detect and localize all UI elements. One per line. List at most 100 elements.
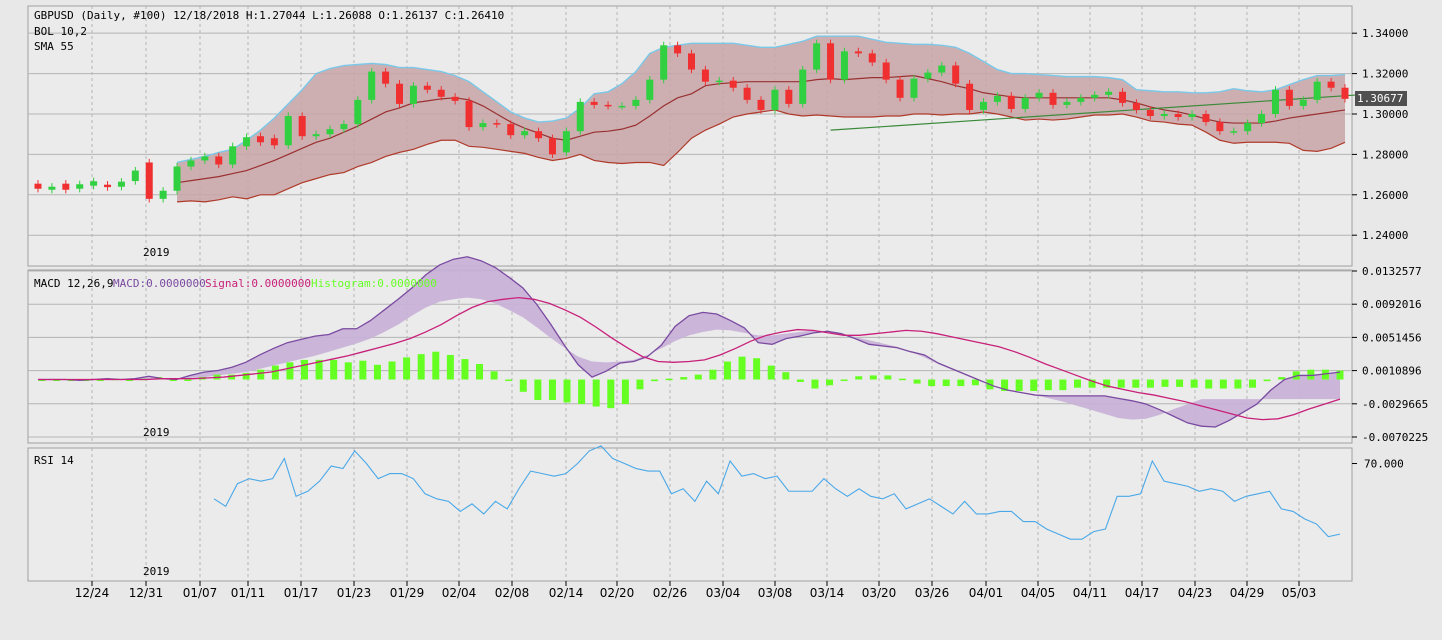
candle-body [1341, 87, 1349, 99]
rsi-panel: 70.000 [27, 445, 1404, 582]
macd-label: MACD 12,26,9 [34, 277, 113, 290]
date-tick-label: 01/29 [390, 586, 425, 600]
candle-body [117, 181, 125, 187]
date-tick-label: 01/07 [183, 586, 218, 600]
candle-body [90, 181, 98, 186]
price-tick-label: 1.30000 [1362, 108, 1408, 121]
macd-tick-label: -0.0070225 [1362, 431, 1428, 444]
histogram-bar [417, 354, 425, 380]
candle-body [827, 43, 835, 80]
histogram-bar [607, 379, 615, 409]
bollinger-band-fill [177, 36, 1345, 202]
histogram-bar [1073, 379, 1081, 388]
date-tick-label: 01/17 [284, 586, 319, 600]
candle-body [215, 156, 223, 165]
candle-body [952, 65, 960, 84]
histogram-bar [1015, 379, 1023, 391]
candle-body [145, 162, 153, 199]
histogram-bar [680, 377, 688, 380]
histogram-bar [548, 379, 556, 400]
histogram-bar [519, 379, 527, 392]
candle-body [396, 83, 404, 104]
candle-body [48, 186, 56, 190]
candle-body [688, 53, 695, 70]
rsi-label: RSI 14 [34, 454, 74, 467]
candle-body [173, 166, 181, 191]
histogram-bar [1103, 379, 1111, 388]
candle-body [882, 62, 890, 80]
date-tick-label: 02/04 [442, 586, 477, 600]
date-tick-label: 04/23 [1178, 586, 1213, 600]
macd-tick-label: 0.0051456 [1362, 331, 1422, 344]
date-tick-label: 01/23 [337, 586, 372, 600]
histogram-bar [534, 379, 542, 400]
candle-body [674, 45, 682, 54]
candle-body [1313, 81, 1321, 100]
histogram-bar [1219, 379, 1227, 389]
histogram-bar [53, 379, 61, 382]
histogram-bar [592, 379, 600, 407]
candle-body [284, 116, 292, 146]
date-tick-label: 04/01 [969, 586, 1004, 600]
candle-body [1146, 109, 1154, 117]
candle-body [1271, 89, 1279, 114]
candle-body [1216, 122, 1224, 132]
macd-tick-label: 0.0010896 [1362, 365, 1422, 378]
date-tick-label: 03/26 [915, 586, 950, 600]
candle-body [646, 79, 654, 100]
histogram-bar [315, 359, 323, 380]
histogram-bar [971, 379, 979, 386]
candle-body [270, 138, 278, 146]
candle-body [409, 85, 417, 104]
candle-body [159, 190, 167, 199]
candle-body [1132, 102, 1140, 110]
candle-body [1230, 131, 1238, 133]
histogram-bar [767, 365, 775, 380]
candle-body [368, 71, 376, 100]
histogram-bar [1059, 379, 1067, 391]
candle-body [507, 124, 515, 136]
candle-body [618, 105, 626, 108]
histogram-bar [257, 369, 265, 380]
bollinger-label: BOL 10,2 [34, 25, 87, 38]
macd-tick-label: 0.0092016 [1362, 298, 1422, 311]
histogram-bar [723, 361, 731, 380]
candle-body [715, 80, 723, 83]
histogram-bar [738, 356, 746, 380]
candle-body [131, 170, 139, 182]
current-price-label: 1.30677 [1357, 92, 1403, 105]
candle-body [1063, 101, 1071, 105]
candle-body [1160, 113, 1168, 117]
candle-body [1049, 92, 1057, 105]
histogram-bar [1001, 379, 1009, 391]
histogram-bar [840, 379, 848, 382]
histogram-bar [855, 376, 863, 380]
candle-body [1091, 94, 1099, 98]
candle-body [840, 51, 848, 80]
candle-body [590, 101, 598, 105]
signal-line [38, 297, 1341, 421]
histogram-bar [1044, 379, 1052, 391]
rsi-tick-label: 70.000 [1364, 458, 1404, 471]
candle-body [729, 80, 737, 88]
histogram-bar [1088, 379, 1096, 388]
rsi-panel-frame [27, 447, 1353, 582]
histogram-bar [1263, 379, 1271, 382]
year-label-price: 2019 [143, 246, 170, 259]
candle-body [521, 131, 529, 136]
candle-body [229, 146, 237, 165]
symbol-info: GBPUSD (Daily, #100) 12/18/2018 H:1.2704… [34, 9, 504, 22]
candle-body [785, 89, 793, 104]
histogram-value-label: Histogram:0.0000000 [311, 277, 437, 290]
histogram-bar [1307, 369, 1315, 380]
histogram-bar [782, 372, 790, 380]
candle-body [340, 124, 348, 130]
histogram-bar [359, 360, 367, 380]
histogram-bar [811, 379, 819, 389]
histogram-bar [373, 364, 381, 380]
macd-panel: 0.0132577 0.0092016 0.0051456 0.0010896 -0.0… [27, 256, 1428, 444]
candle-body [451, 96, 459, 101]
histogram-bar [126, 379, 134, 382]
candle-body [966, 83, 974, 110]
histogram-bar [1248, 379, 1256, 388]
